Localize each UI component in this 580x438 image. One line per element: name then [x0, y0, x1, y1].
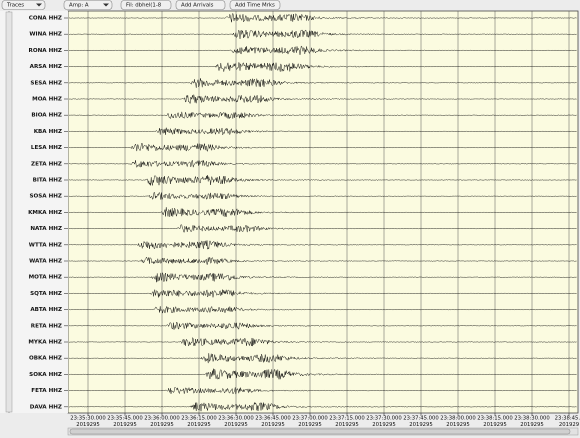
trace-label: DAVA HHZ: [30, 404, 62, 410]
waveform: [68, 207, 577, 217]
time-label: 23:37:30.000: [366, 416, 402, 422]
waveform: [68, 386, 577, 395]
day-label: 2019295: [520, 422, 544, 428]
day-label: 2019295: [335, 422, 359, 428]
trace-label: OBKA HHZ: [29, 356, 62, 362]
day-label: 2019295: [150, 422, 174, 428]
waveform: [68, 191, 577, 201]
waveform: [68, 78, 577, 88]
toolbar-button[interactable]: [1, 0, 46, 10]
trace-label: KMKA HHZ: [28, 210, 62, 216]
trace-label: WTTA HHZ: [29, 242, 62, 248]
trace-label: SOKA HHZ: [29, 372, 62, 378]
vertical-scrollbar[interactable]: [5, 11, 13, 413]
dropdown-arrow: [103, 3, 109, 7]
trace-label: MYKA HHZ: [28, 340, 62, 346]
time-label: 23:36:15.000: [181, 416, 217, 422]
waveform: [68, 127, 577, 136]
day-label: 2019295: [224, 422, 248, 428]
waveform: [68, 322, 577, 330]
trace-label: CONA HHZ: [29, 16, 62, 22]
toolbar-button[interactable]: [175, 0, 226, 10]
day-label: 2019295: [187, 422, 211, 428]
waveform: [68, 224, 577, 233]
waveform: [68, 111, 577, 120]
time-label: 23:35:30.000: [70, 416, 106, 422]
trace-panel: [67, 10, 579, 414]
scroll-thumb[interactable]: [69, 428, 571, 435]
waveform: [68, 256, 577, 265]
trace-label: LESA HHZ: [31, 145, 62, 151]
waveform: [68, 353, 577, 364]
time-label: 23:36:45.000: [255, 416, 291, 422]
day-label: 2019295: [113, 422, 137, 428]
day-label: 2019295: [298, 422, 322, 428]
time-label: 23:36:00.000: [144, 416, 180, 422]
time-label: 23:37:45.000: [403, 416, 439, 422]
waveform: [68, 368, 577, 380]
day-label: 201929: [559, 422, 579, 428]
trace-label: BITA HHZ: [33, 178, 62, 184]
trace-label: SQTA HHZ: [30, 291, 62, 297]
trace-label: BIOA HHZ: [31, 113, 62, 119]
waveform: [68, 336, 577, 347]
day-label: 2019295: [372, 422, 396, 428]
labels: 23:35:30.000201929523:35:45.000201929523…: [28, 16, 580, 429]
waveforms: [68, 12, 577, 412]
day-label: 2019295: [409, 422, 433, 428]
time-label: 23:36:30.000: [218, 416, 254, 422]
waveform: [68, 94, 577, 104]
trace-label: ZETA HHZ: [31, 161, 62, 167]
trace-label: KBA HHZ: [34, 129, 62, 135]
trace-label: RETA HHZ: [31, 323, 62, 329]
toolbar-button[interactable]: [120, 0, 172, 10]
trace-label: FETA HHZ: [31, 388, 62, 394]
waveform: [68, 143, 577, 152]
trace-label: WATA HHZ: [29, 259, 62, 265]
waveform: [68, 29, 577, 39]
trace-label: NATA HHZ: [30, 226, 62, 232]
day-label: 2019295: [446, 422, 470, 428]
trace-label: SESA HHZ: [30, 80, 62, 86]
trace-label: WINA HHZ: [29, 32, 62, 38]
waveform: [68, 240, 577, 250]
trace-label: MOTA HHZ: [29, 275, 62, 281]
trace-label: ARSA HHZ: [30, 64, 62, 70]
time-label: 23:38:45.0: [555, 416, 580, 422]
toolbar-button[interactable]: [63, 0, 113, 10]
toolbar: Traces Amp: A Fil: dbhel(1-8 Add Arrivals Ad…: [1, 0, 281, 10]
button-label: Add Time Mrks: [235, 3, 275, 9]
grid: [87, 11, 570, 416]
waveform: [68, 289, 577, 298]
waveform: [68, 401, 577, 412]
button-label: Amp: A: [69, 3, 89, 9]
button-label: Fil: dbhel(1-8: [126, 3, 162, 9]
waveform: [68, 12, 577, 23]
trace-label: SOSA HHZ: [29, 194, 62, 200]
waveform: [68, 159, 577, 169]
waveform: [68, 272, 577, 283]
day-label: 2019295: [483, 422, 507, 428]
time-label: 23:35:45.000: [107, 416, 143, 422]
time-label: 23:37:15.000: [329, 416, 365, 422]
trace-label: MOA HHZ: [32, 97, 62, 103]
time-label: 23:38:30.000: [514, 416, 550, 422]
button-label: Traces: [6, 3, 24, 9]
day-label: 2019295: [76, 422, 100, 428]
time-label: 23:37:00.000: [292, 416, 328, 422]
day-label: 2019295: [261, 422, 285, 428]
toolbar-button[interactable]: [229, 0, 281, 10]
time-label: 23:38:00.000: [440, 416, 476, 422]
waveform: [68, 305, 577, 314]
waveform: [68, 61, 577, 72]
button-label: Add Arrivals: [181, 3, 214, 9]
dropdown-arrow: [36, 3, 42, 7]
waveform: [68, 45, 577, 55]
waveform: [68, 175, 577, 186]
trace-label: RONA HHZ: [29, 48, 62, 54]
trace-label: ABTA HHZ: [30, 307, 62, 313]
time-label: 23:38:15.000: [477, 416, 513, 422]
